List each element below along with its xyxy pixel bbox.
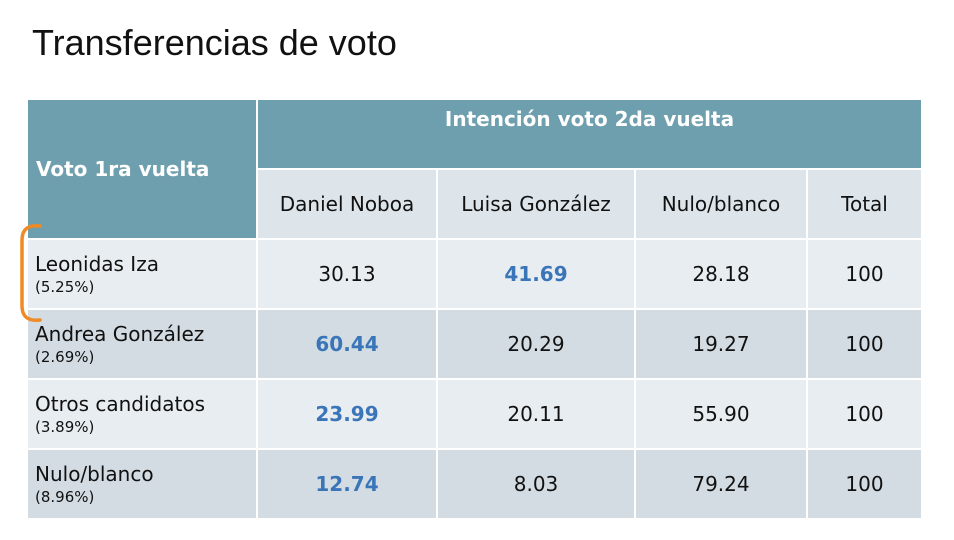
candidate-share: (3.89%) — [35, 418, 95, 436]
candidate-share: (5.25%) — [35, 278, 95, 296]
candidate-name: Andrea González — [35, 322, 205, 346]
corner-header: Voto 1ra vuelta — [26, 98, 258, 240]
group-header: Intención voto 2da vuelta — [256, 98, 923, 170]
header-row-columns: Daniel Noboa Luisa González Nulo/blanco … — [27, 168, 923, 240]
table-cell: 8.03 — [436, 448, 636, 520]
page-title: Transferencias de voto — [32, 22, 397, 63]
table-cell-total: 100 — [806, 448, 923, 520]
table-row: Nulo/blanco (8.96%) 12.74 8.03 79.24 100 — [26, 448, 923, 520]
table-cell-total: 100 — [806, 308, 923, 380]
table-row: Leonidas Iza (5.25%) 30.13 41.69 28.18 1… — [26, 238, 923, 310]
row-label: Leonidas Iza (5.25%) — [26, 238, 258, 310]
candidate-name: Otros candidatos — [35, 392, 206, 416]
table-cell-highlight: 41.69 — [436, 238, 636, 310]
table-row: Otros candidatos (3.89%) 23.99 20.11 55.… — [26, 378, 923, 450]
table-cell: 20.29 — [436, 308, 636, 380]
table-cell: 55.90 — [634, 378, 808, 450]
column-header: Luisa González — [436, 168, 636, 240]
orange-bracket-icon — [20, 224, 42, 322]
table-row: Andrea González (2.69%) 60.44 20.29 19.2… — [26, 308, 923, 380]
column-header: Total — [806, 168, 923, 240]
header-row-top: Voto 1ra vuelta Intención voto 2da vuelt… — [26, 98, 923, 240]
table-cell: 20.11 — [436, 378, 636, 450]
column-header: Nulo/blanco — [634, 168, 808, 240]
candidate-share: (8.96%) — [35, 488, 95, 506]
candidate-name: Leonidas Iza — [35, 252, 159, 276]
table-cell-highlight: 23.99 — [256, 378, 438, 450]
candidate-name: Nulo/blanco — [35, 462, 154, 486]
table-cell-highlight: 60.44 — [256, 308, 438, 380]
column-header: Daniel Noboa — [256, 168, 438, 240]
table-cell: 28.18 — [634, 238, 808, 310]
vote-transfer-table: Voto 1ra vuelta Intención voto 2da vuelt… — [26, 98, 923, 520]
table-cell: 79.24 — [634, 448, 808, 520]
table-cell: 30.13 — [256, 238, 438, 310]
table-cell-highlight: 12.74 — [256, 448, 438, 520]
row-label: Otros candidatos (3.89%) — [26, 378, 258, 450]
row-label: Nulo/blanco (8.96%) — [26, 448, 258, 520]
row-label: Andrea González (2.69%) — [26, 308, 258, 380]
table-cell: 19.27 — [634, 308, 808, 380]
candidate-share: (2.69%) — [35, 348, 95, 366]
table-cell-total: 100 — [806, 238, 923, 310]
table-cell-total: 100 — [806, 378, 923, 450]
